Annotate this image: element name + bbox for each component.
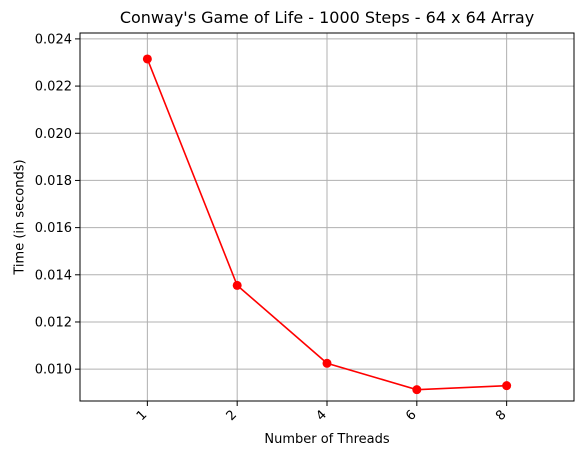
ticks: 1 2 4 6 8 0.010 0.012 0.014 0.016 0.018 0.020 0.022… — [35, 32, 510, 424]
y-tick-label: 0.010 — [35, 363, 72, 378]
y-tick-label: 0.020 — [35, 127, 72, 142]
series-layer — [142, 54, 512, 395]
x-tick-label: 2 — [224, 407, 240, 423]
x-tick-label: 8 — [493, 407, 509, 423]
data-point — [322, 358, 332, 368]
y-tick-label: 0.016 — [35, 221, 72, 236]
y-axis-label: Time (in seconds) — [13, 159, 28, 275]
chart-title: Conway's Game of Life - 1000 Steps - 64 … — [120, 8, 534, 27]
x-tick-label: 4 — [313, 407, 329, 423]
data-point — [412, 385, 422, 395]
data-point — [502, 381, 512, 391]
data-point — [232, 280, 242, 290]
y-tick-label: 0.018 — [35, 174, 72, 189]
y-tick-label: 0.024 — [35, 32, 72, 47]
y-tick-label: 0.012 — [35, 315, 72, 330]
y-tick-label: 0.014 — [35, 268, 72, 283]
x-tick-label: 1 — [134, 407, 150, 423]
y-tick-label: 0.022 — [35, 80, 72, 95]
x-axis-label: Number of Threads — [264, 432, 389, 447]
grid — [80, 33, 574, 401]
data-point — [142, 54, 152, 64]
x-tick-label: 6 — [403, 407, 419, 423]
